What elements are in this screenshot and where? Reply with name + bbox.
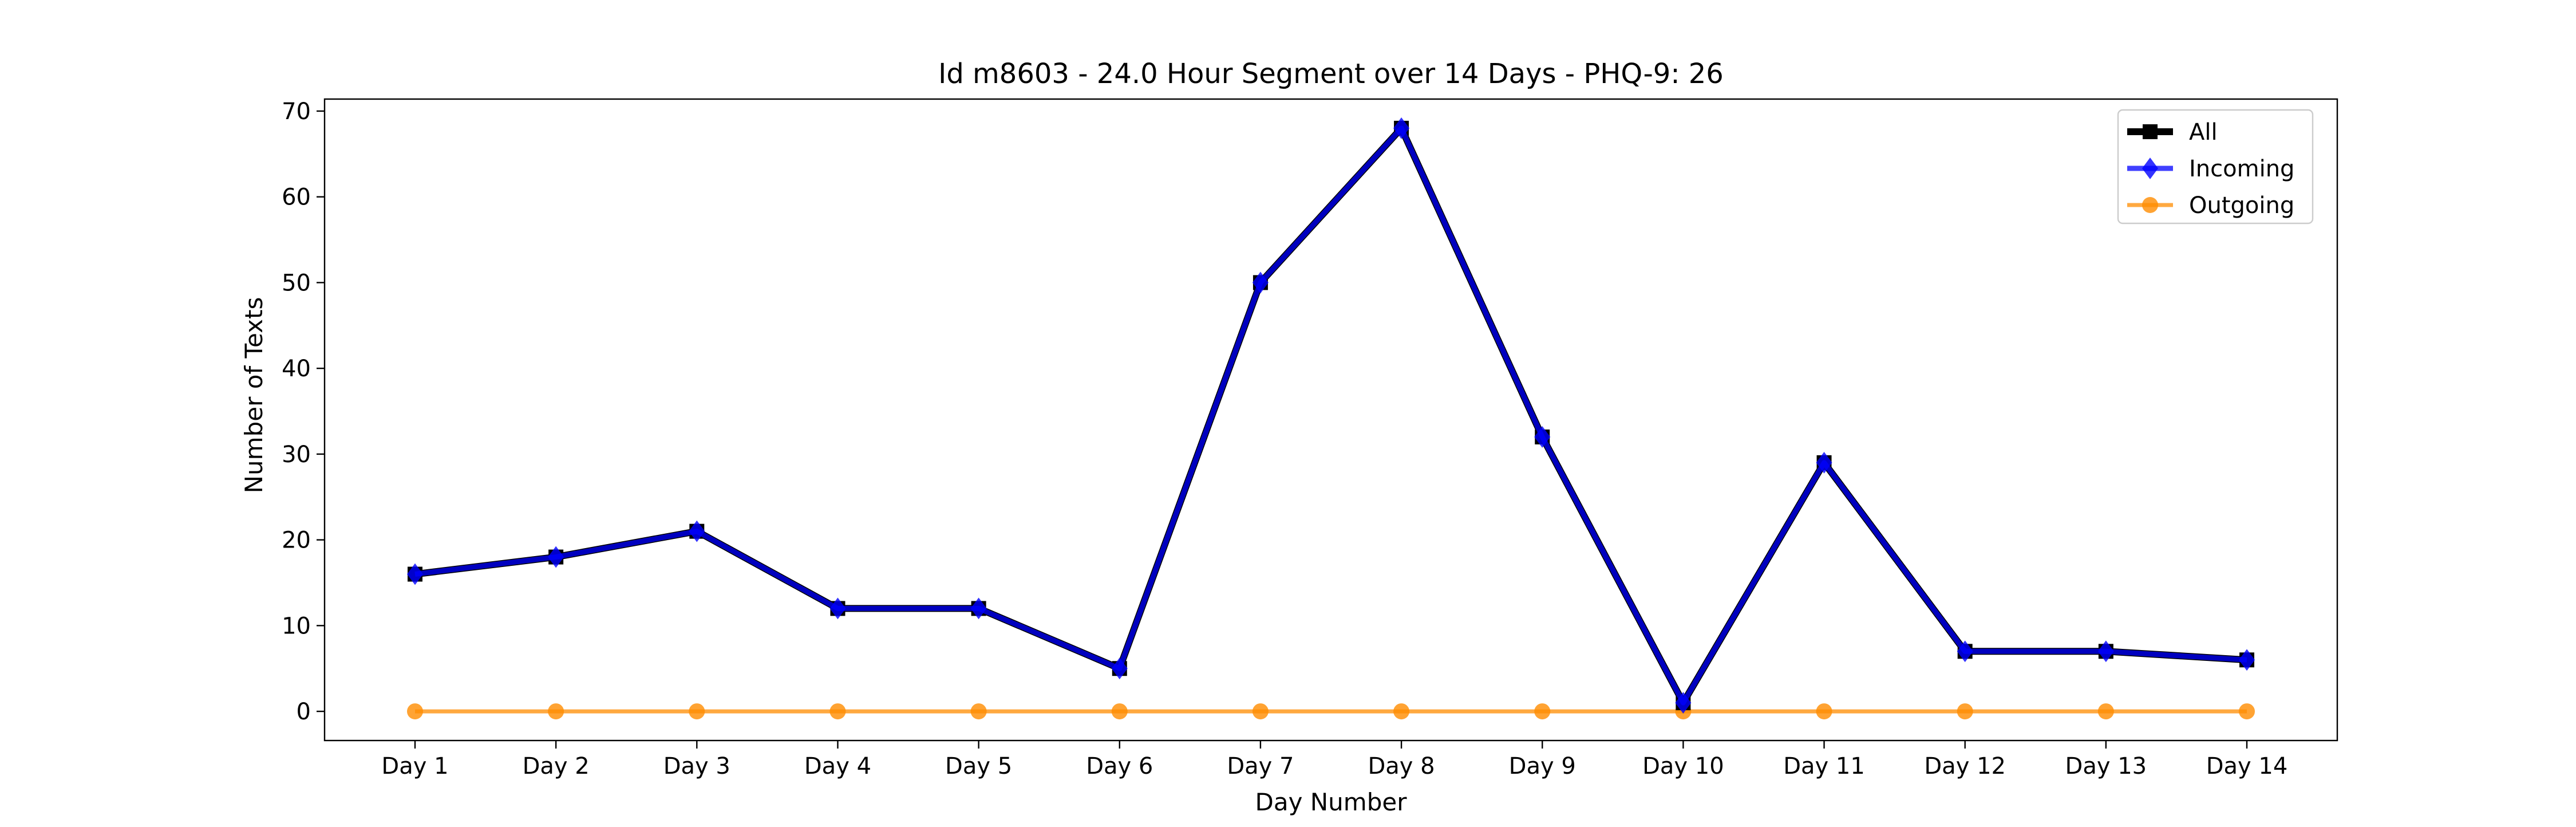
x-tick-label: Day 11: [1783, 753, 1865, 779]
data-point-outgoing: [548, 703, 564, 720]
x-tick-label: Day 8: [1368, 753, 1435, 779]
data-point-incoming: [1393, 117, 1410, 139]
data-point-incoming: [1957, 640, 1973, 663]
data-point-outgoing: [407, 703, 423, 720]
legend-item-all: All: [2127, 119, 2218, 145]
x-tick-label: Day 3: [663, 753, 730, 779]
data-point-incoming: [829, 597, 846, 620]
y-tick-label: 40: [282, 356, 311, 382]
legend-item-incoming: Incoming: [2127, 156, 2294, 182]
data-point-incoming: [1675, 692, 1692, 714]
x-axis-label: Day Number: [1255, 788, 1407, 816]
y-tick-label: 10: [282, 613, 311, 639]
data-point-outgoing: [1957, 703, 1973, 720]
x-tick-label: Day 7: [1227, 753, 1294, 779]
data-point-outgoing: [1393, 703, 1410, 720]
plot-frame: [323, 98, 2338, 742]
data-point-incoming: [970, 597, 987, 620]
data-point-incoming: [548, 546, 564, 568]
x-tick-label: Day 2: [523, 753, 590, 779]
y-tick-label: 50: [282, 270, 311, 296]
series-line-incoming: [414, 125, 2247, 706]
y-tick-label: 30: [282, 442, 311, 468]
legend-label-all: All: [2189, 119, 2218, 145]
legend-item-outgoing: Outgoing: [2127, 192, 2294, 219]
y-tick-label: 60: [282, 184, 311, 211]
data-point-incoming: [1252, 271, 1269, 294]
data-point-outgoing: [1111, 703, 1128, 720]
data-point-incoming: [2097, 640, 2114, 663]
x-tick-label: Day 10: [1642, 753, 1724, 779]
data-point-outgoing: [970, 703, 987, 720]
data-point-incoming: [1534, 426, 1551, 448]
chart-title: Id m8603 - 24.0 Hour Segment over 14 Day…: [938, 58, 1724, 90]
legend-label-incoming: Incoming: [2189, 156, 2294, 182]
series-outgoing: [407, 703, 2255, 720]
data-point-incoming: [689, 520, 705, 542]
legend-marker-incoming: [2142, 157, 2158, 179]
x-tick-label: Day 4: [804, 753, 871, 779]
legend-marker-all: [2143, 124, 2158, 139]
series-line-all: [414, 124, 2247, 707]
data-point-incoming: [407, 563, 423, 585]
legend-box: [2117, 109, 2314, 225]
x-tick-label: Day 5: [945, 753, 1012, 779]
plot-area: 0 10 20 30 40 50 60 70 Day 1 Day 2 Day 3 Day 4 Day 5…: [282, 98, 2338, 779]
data-point-incoming: [1816, 451, 1832, 474]
data-point-outgoing: [689, 703, 705, 720]
y-tick-label: 20: [282, 527, 311, 554]
series-incoming: [407, 117, 2255, 714]
legend-marker-outgoing: [2142, 197, 2158, 213]
data-point-outgoing: [1816, 703, 1832, 720]
legend-label-outgoing: Outgoing: [2189, 192, 2294, 219]
y-axis-label: Number of Texts: [240, 297, 268, 494]
legend: All Incoming Outgoing: [2117, 109, 2314, 225]
data-point-outgoing: [1252, 703, 1269, 720]
x-tick-label: Day 13: [2065, 753, 2147, 779]
data-point-outgoing: [2239, 703, 2255, 720]
data-point-outgoing: [1534, 703, 1551, 720]
x-tick-label: Day 9: [1509, 753, 1576, 779]
y-tick-label: 0: [297, 699, 311, 725]
data-point-incoming: [1111, 657, 1128, 680]
y-tick-label: 70: [282, 99, 311, 125]
x-tick-label: Day 14: [2206, 753, 2288, 779]
x-tick-label: Day 12: [1924, 753, 2006, 779]
data-point-outgoing: [829, 703, 846, 720]
data-point-incoming: [2239, 649, 2255, 671]
x-tick-label: Day 1: [381, 753, 448, 779]
x-tick-label: Day 6: [1086, 753, 1153, 779]
data-point-outgoing: [2097, 703, 2114, 720]
